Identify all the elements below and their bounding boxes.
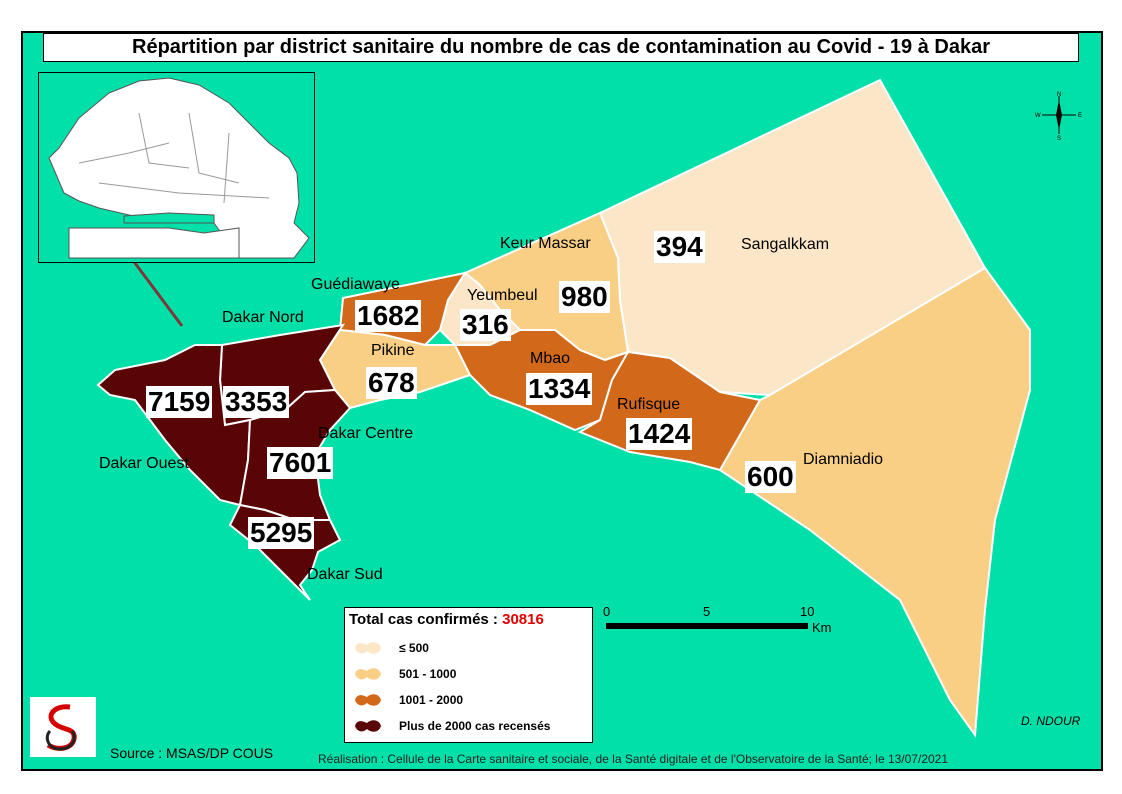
author-name: D. NDOUR bbox=[1021, 714, 1081, 728]
legend-label: Plus de 2000 cas recensés bbox=[399, 719, 551, 733]
case-count-mbao: 1334 bbox=[526, 373, 593, 405]
case-count-dakar-sud: 5295 bbox=[248, 517, 315, 549]
district-label-dakar-nord: Dakar Nord bbox=[222, 309, 304, 326]
map-legend: Total cas confirmés : 30816 ≤ 500 501 - … bbox=[344, 607, 593, 743]
legend-swatch bbox=[355, 694, 381, 706]
district-label-guediawaye: Guédiawaye bbox=[311, 276, 400, 293]
district-dakar-ouest[interactable] bbox=[96, 344, 252, 507]
case-count-dakar-nord: 3353 bbox=[223, 386, 290, 418]
msas-logo bbox=[30, 697, 96, 757]
scale-tick-0: 0 bbox=[603, 604, 611, 619]
district-label-dakar-ouest: Dakar Ouest bbox=[99, 455, 189, 472]
district-label-yeumbeul: Yeumbeul bbox=[467, 287, 538, 304]
case-count-sangalkkam: 394 bbox=[654, 231, 705, 263]
north-letter: N bbox=[1057, 92, 1061, 98]
west-letter: W bbox=[1035, 113, 1041, 119]
case-count-keur-massar: 980 bbox=[559, 281, 610, 313]
source-note: Source : MSAS/DP COUS bbox=[110, 745, 274, 761]
map-title: Répartition par district sanitaire du no… bbox=[43, 33, 1079, 62]
south-letter: S bbox=[1057, 136, 1061, 140]
legend-label: 501 - 1000 bbox=[399, 667, 457, 681]
case-count-pikine: 678 bbox=[366, 367, 417, 399]
senegal-outline bbox=[48, 77, 310, 259]
case-count-guediawaye: 1682 bbox=[355, 300, 422, 332]
legend-total: 30816 bbox=[502, 611, 544, 628]
case-count-diamniadio: 600 bbox=[745, 461, 796, 493]
district-label-pikine: Pikine bbox=[371, 342, 415, 359]
district-label-rufisque: Rufisque bbox=[617, 396, 681, 413]
senegal-inset-map bbox=[38, 72, 315, 263]
district-label-diamniadio: Diamniadio bbox=[803, 451, 884, 468]
district-label-keur-massar: Keur Massar bbox=[500, 235, 591, 252]
case-count-yeumbeul: 316 bbox=[460, 309, 511, 341]
east-letter: E bbox=[1078, 113, 1082, 119]
legend-swatch bbox=[355, 642, 381, 654]
case-count-dakar-ouest: 7159 bbox=[146, 386, 213, 418]
legend-label: 1001 - 2000 bbox=[399, 693, 464, 707]
compass-rose-icon: N W E S bbox=[1035, 92, 1082, 140]
scale-unit: Km bbox=[812, 620, 832, 635]
credit-note: Réalisation : Cellule de la Carte sanita… bbox=[318, 752, 949, 766]
district-label-mbao: Mbao bbox=[530, 350, 571, 367]
scale-bar bbox=[606, 623, 808, 629]
district-rufisque[interactable] bbox=[577, 350, 762, 472]
ministry-logo-icon bbox=[45, 704, 77, 751]
legend-swatch bbox=[355, 668, 381, 680]
legend-title: Total cas confirmés : 30816 bbox=[349, 611, 544, 628]
case-count-rufisque: 1424 bbox=[626, 418, 693, 450]
case-count-dakar-centre: 7601 bbox=[267, 447, 334, 479]
district-label-dakar-sud: Dakar Sud bbox=[307, 566, 383, 583]
legend-title-text: Total cas confirmés : bbox=[349, 611, 498, 628]
legend-swatch bbox=[355, 720, 381, 732]
scale-tick-10: 10 bbox=[800, 604, 815, 619]
legend-label: ≤ 500 bbox=[399, 641, 429, 655]
scale-tick-5: 5 bbox=[703, 604, 711, 619]
district-label-dakar-centre: Dakar Centre bbox=[318, 425, 414, 442]
district-label-sangalkkam: Sangalkkam bbox=[741, 236, 830, 253]
